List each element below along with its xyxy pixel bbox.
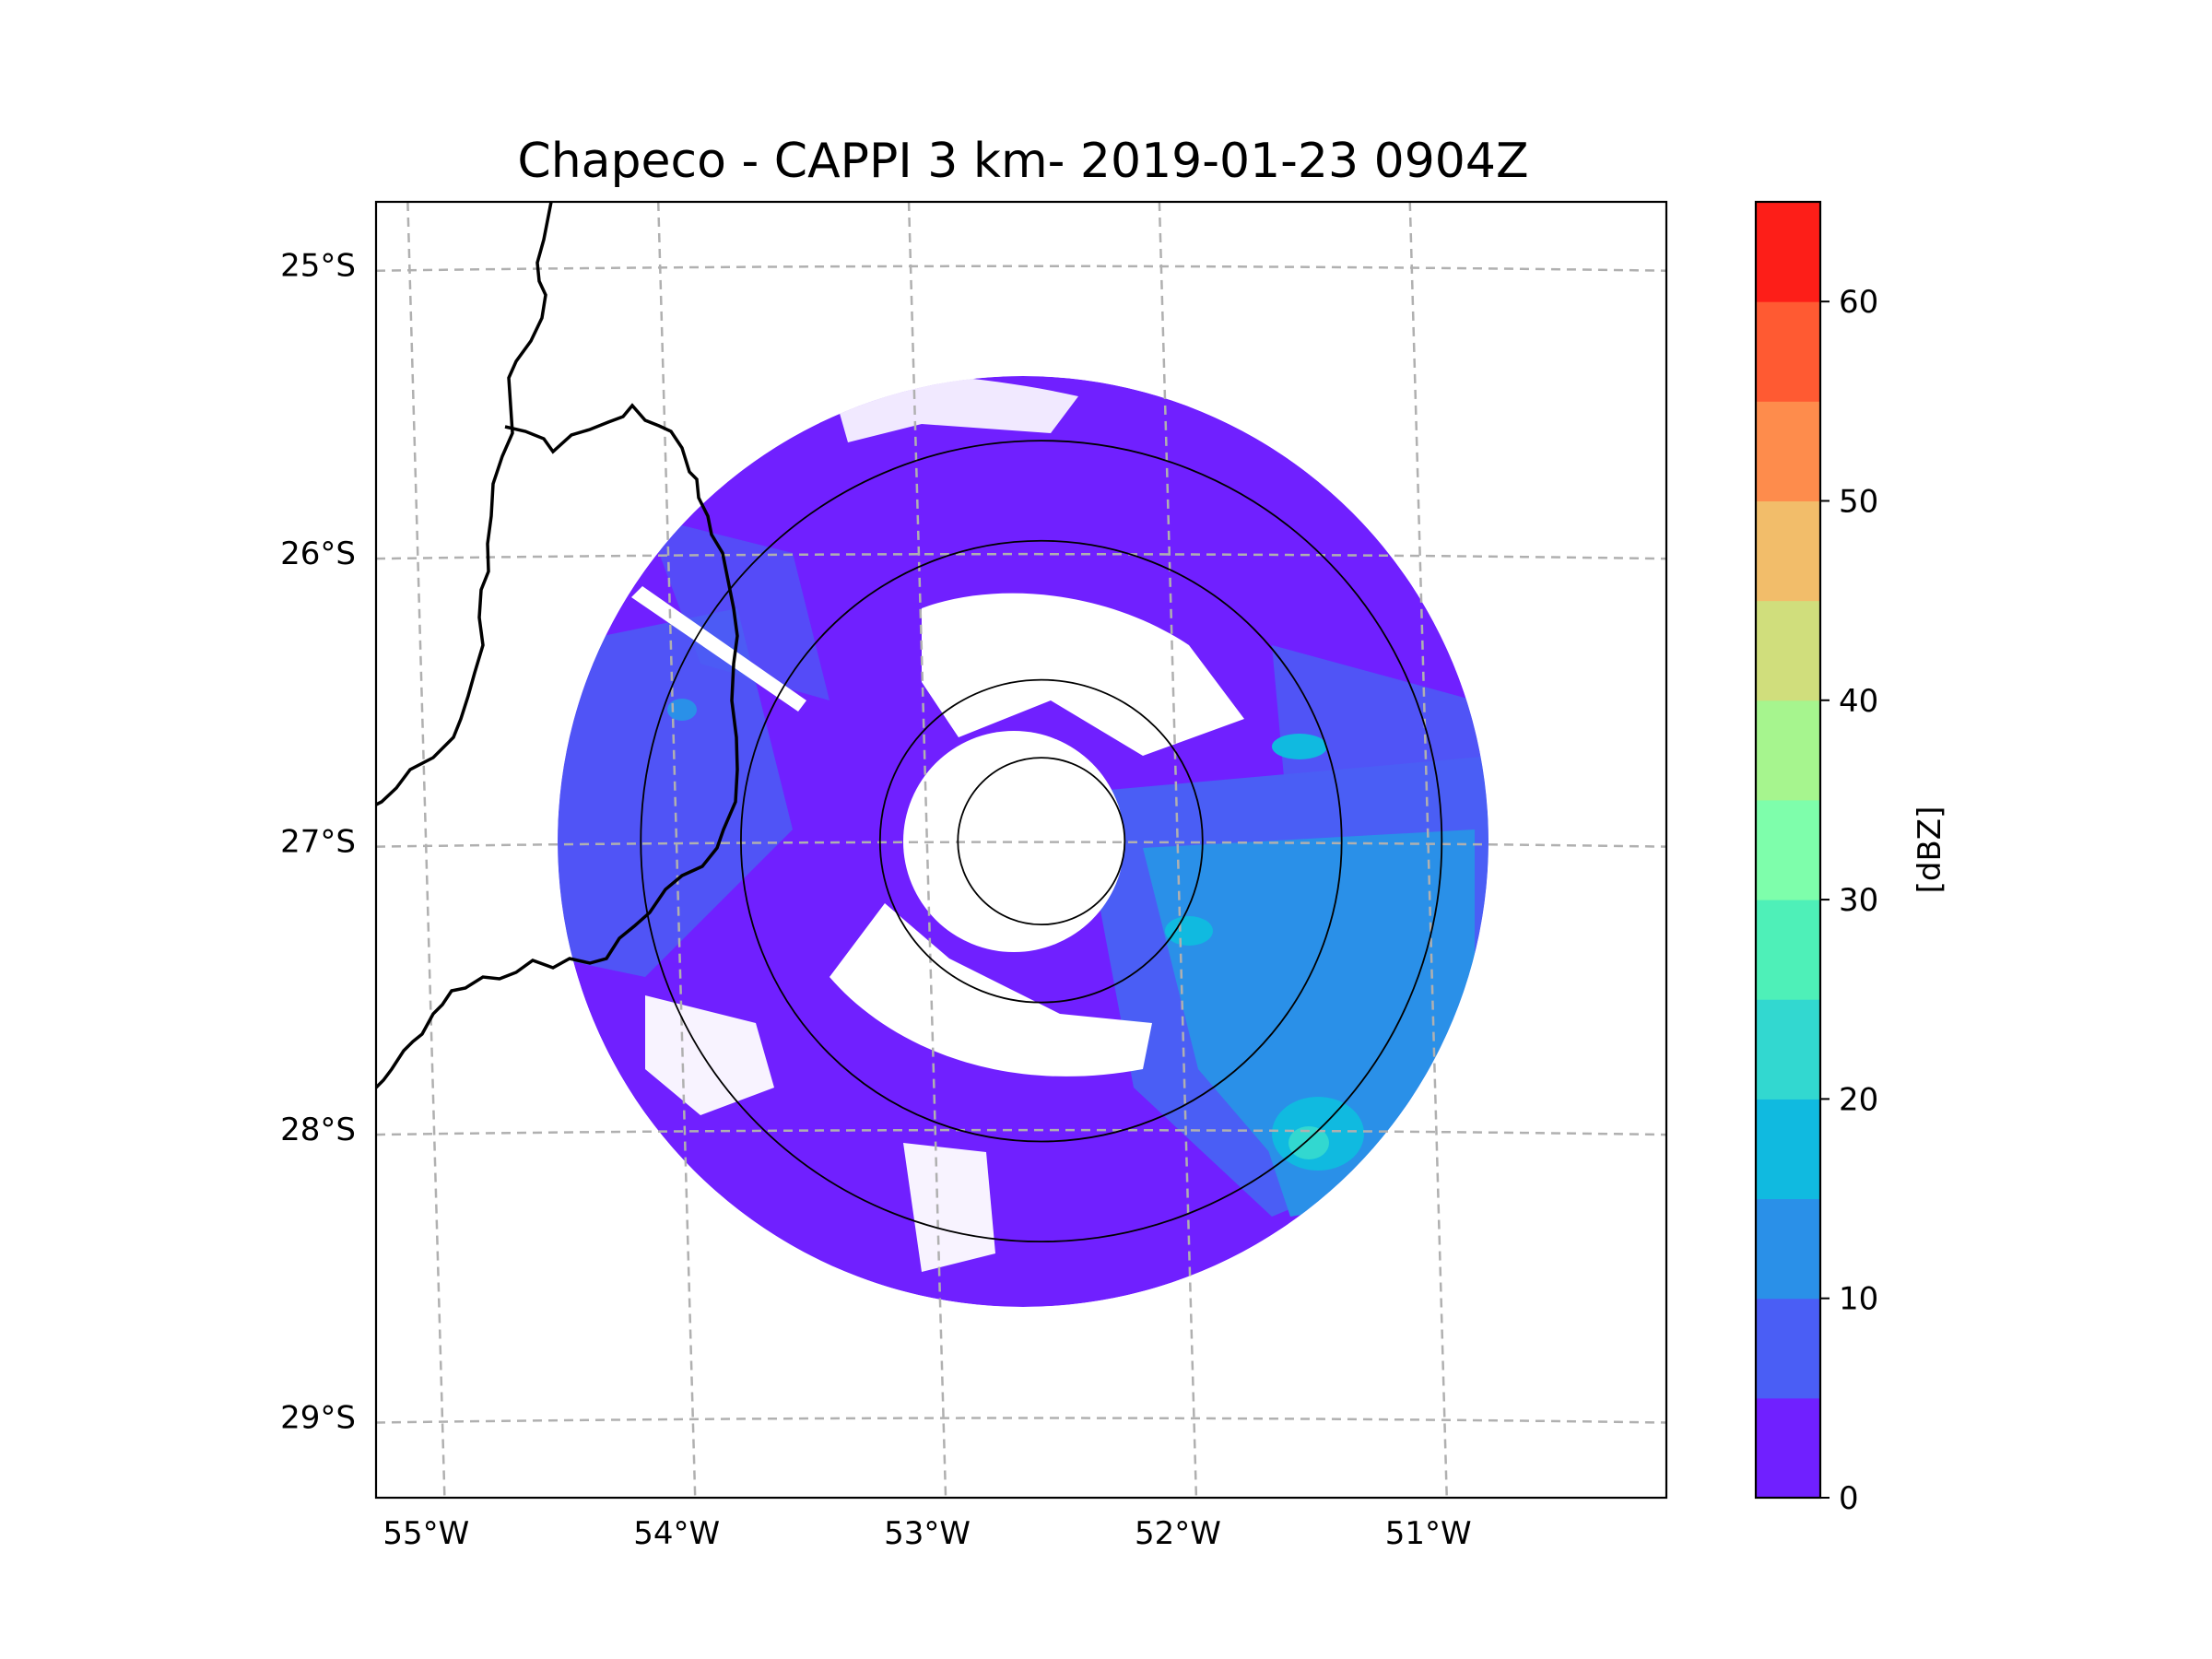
map-frame: [374, 200, 1668, 1500]
colorbar-swatch: [1756, 999, 1820, 1100]
echo-cell-e: [1165, 916, 1213, 946]
range-ring: [957, 757, 1126, 926]
longitude-tick-label: 52°W: [1135, 1515, 1221, 1552]
border-misiones-brazil: [376, 403, 739, 1089]
latitude-tick-labels: 25°S 26°S 27°S 28°S 29°S: [280, 248, 356, 1437]
meridian-gridline: [1158, 202, 1198, 1498]
colorbar-label: [dBZ]: [1912, 806, 1948, 894]
colorbar-tick-label: 30: [1839, 882, 1878, 919]
outside-radar-range: [376, 202, 1666, 1498]
colorbar-swatch: [1756, 600, 1820, 701]
beam-blockage-stripe: [631, 586, 806, 712]
colorbar-swatch: [1756, 401, 1820, 501]
colorbar-tick-label: 50: [1839, 483, 1878, 520]
colorbar-swatch: [1756, 202, 1820, 302]
colorbar-swatch: [1756, 500, 1820, 602]
colorbar-swatch: [1756, 301, 1820, 402]
latitude-tick-label: 29°S: [280, 1400, 356, 1437]
colorbar-swatch: [1756, 1298, 1820, 1399]
colorbar-swatches: [1756, 202, 1820, 1499]
colorbar-swatch: [1756, 1099, 1820, 1200]
latitude-tick-label: 26°S: [280, 535, 356, 572]
parallel-gridline: [376, 265, 1666, 272]
echo-cell-w: [667, 699, 697, 721]
map-gridlines: [376, 202, 1666, 1498]
range-ring: [878, 678, 1204, 1004]
latitude-tick-label: 28°S: [280, 1112, 356, 1148]
colorbar-tick-label: 10: [1839, 1281, 1878, 1318]
meridian-gridline: [406, 202, 446, 1498]
clear-sector-north: [922, 593, 1244, 756]
colorbar-tick-label: 0: [1839, 1480, 1859, 1517]
colorbar-tick-label: 20: [1839, 1081, 1878, 1118]
parallel-gridline: [376, 552, 1666, 560]
parallel-gridline: [376, 841, 1666, 848]
map-axes: 55°W 54°W 53°W 52°W 51°W 25°S 26°S 27°S 28°S 29°…: [280, 200, 1668, 1552]
colorbar-tick-label: 60: [1839, 284, 1878, 321]
colorbar-frame: [1754, 200, 1822, 1500]
meridian-gridline: [656, 202, 697, 1498]
figure-title: Chapeco - CAPPI 3 km- 2019-01-23 0904Z: [517, 134, 1528, 189]
longitude-tick-label: 54°W: [633, 1515, 720, 1552]
colorbar-swatch: [1756, 700, 1820, 801]
meridian-gridline: [1408, 202, 1448, 1498]
colorbar-swatch: [1756, 799, 1820, 900]
political-borders: [376, 202, 739, 1089]
echo-west-band: [558, 608, 793, 977]
colorbar-swatch: [1756, 1397, 1820, 1499]
colorbar-tick-label: 40: [1839, 683, 1878, 720]
longitude-tick-label: 53°W: [884, 1515, 971, 1552]
radar-reflectivity-field: [376, 202, 1666, 1498]
range-rings: [640, 440, 1443, 1243]
echo-cell-ne: [1272, 734, 1327, 759]
colorbar-ticks: 0 10 20 30 40 50 60: [1820, 284, 1878, 1517]
longitude-tick-label: 55°W: [382, 1515, 469, 1552]
clear-southwest: [645, 995, 774, 1115]
echo-nw-band: [645, 516, 830, 700]
meridian-gridline: [907, 202, 947, 1498]
clear-inner-zone: [903, 731, 1124, 952]
latitude-tick-label: 25°S: [280, 248, 356, 285]
range-ring: [740, 539, 1343, 1143]
clear-south-tail: [903, 1143, 995, 1272]
parallel-gridline: [376, 1128, 1666, 1136]
clear-sector-south: [830, 903, 1152, 1077]
echo-northeast-band: [1272, 645, 1488, 848]
colorbar-swatch: [1756, 1198, 1820, 1300]
range-ring: [640, 440, 1443, 1243]
echo-strong-cell-core: [1288, 1126, 1329, 1159]
colorbar: 0 10 20 30 40 50 60 [dBZ]: [1754, 200, 1948, 1517]
border-paraguay-argentina: [376, 202, 553, 806]
longitude-tick-labels: 55°W 54°W 53°W 52°W 51°W: [382, 1515, 1471, 1552]
latitude-tick-label: 27°S: [280, 824, 356, 861]
longitude-tick-label: 51°W: [1385, 1515, 1472, 1552]
colorbar-swatch: [1756, 900, 1820, 1000]
parallel-gridline: [376, 1417, 1666, 1424]
